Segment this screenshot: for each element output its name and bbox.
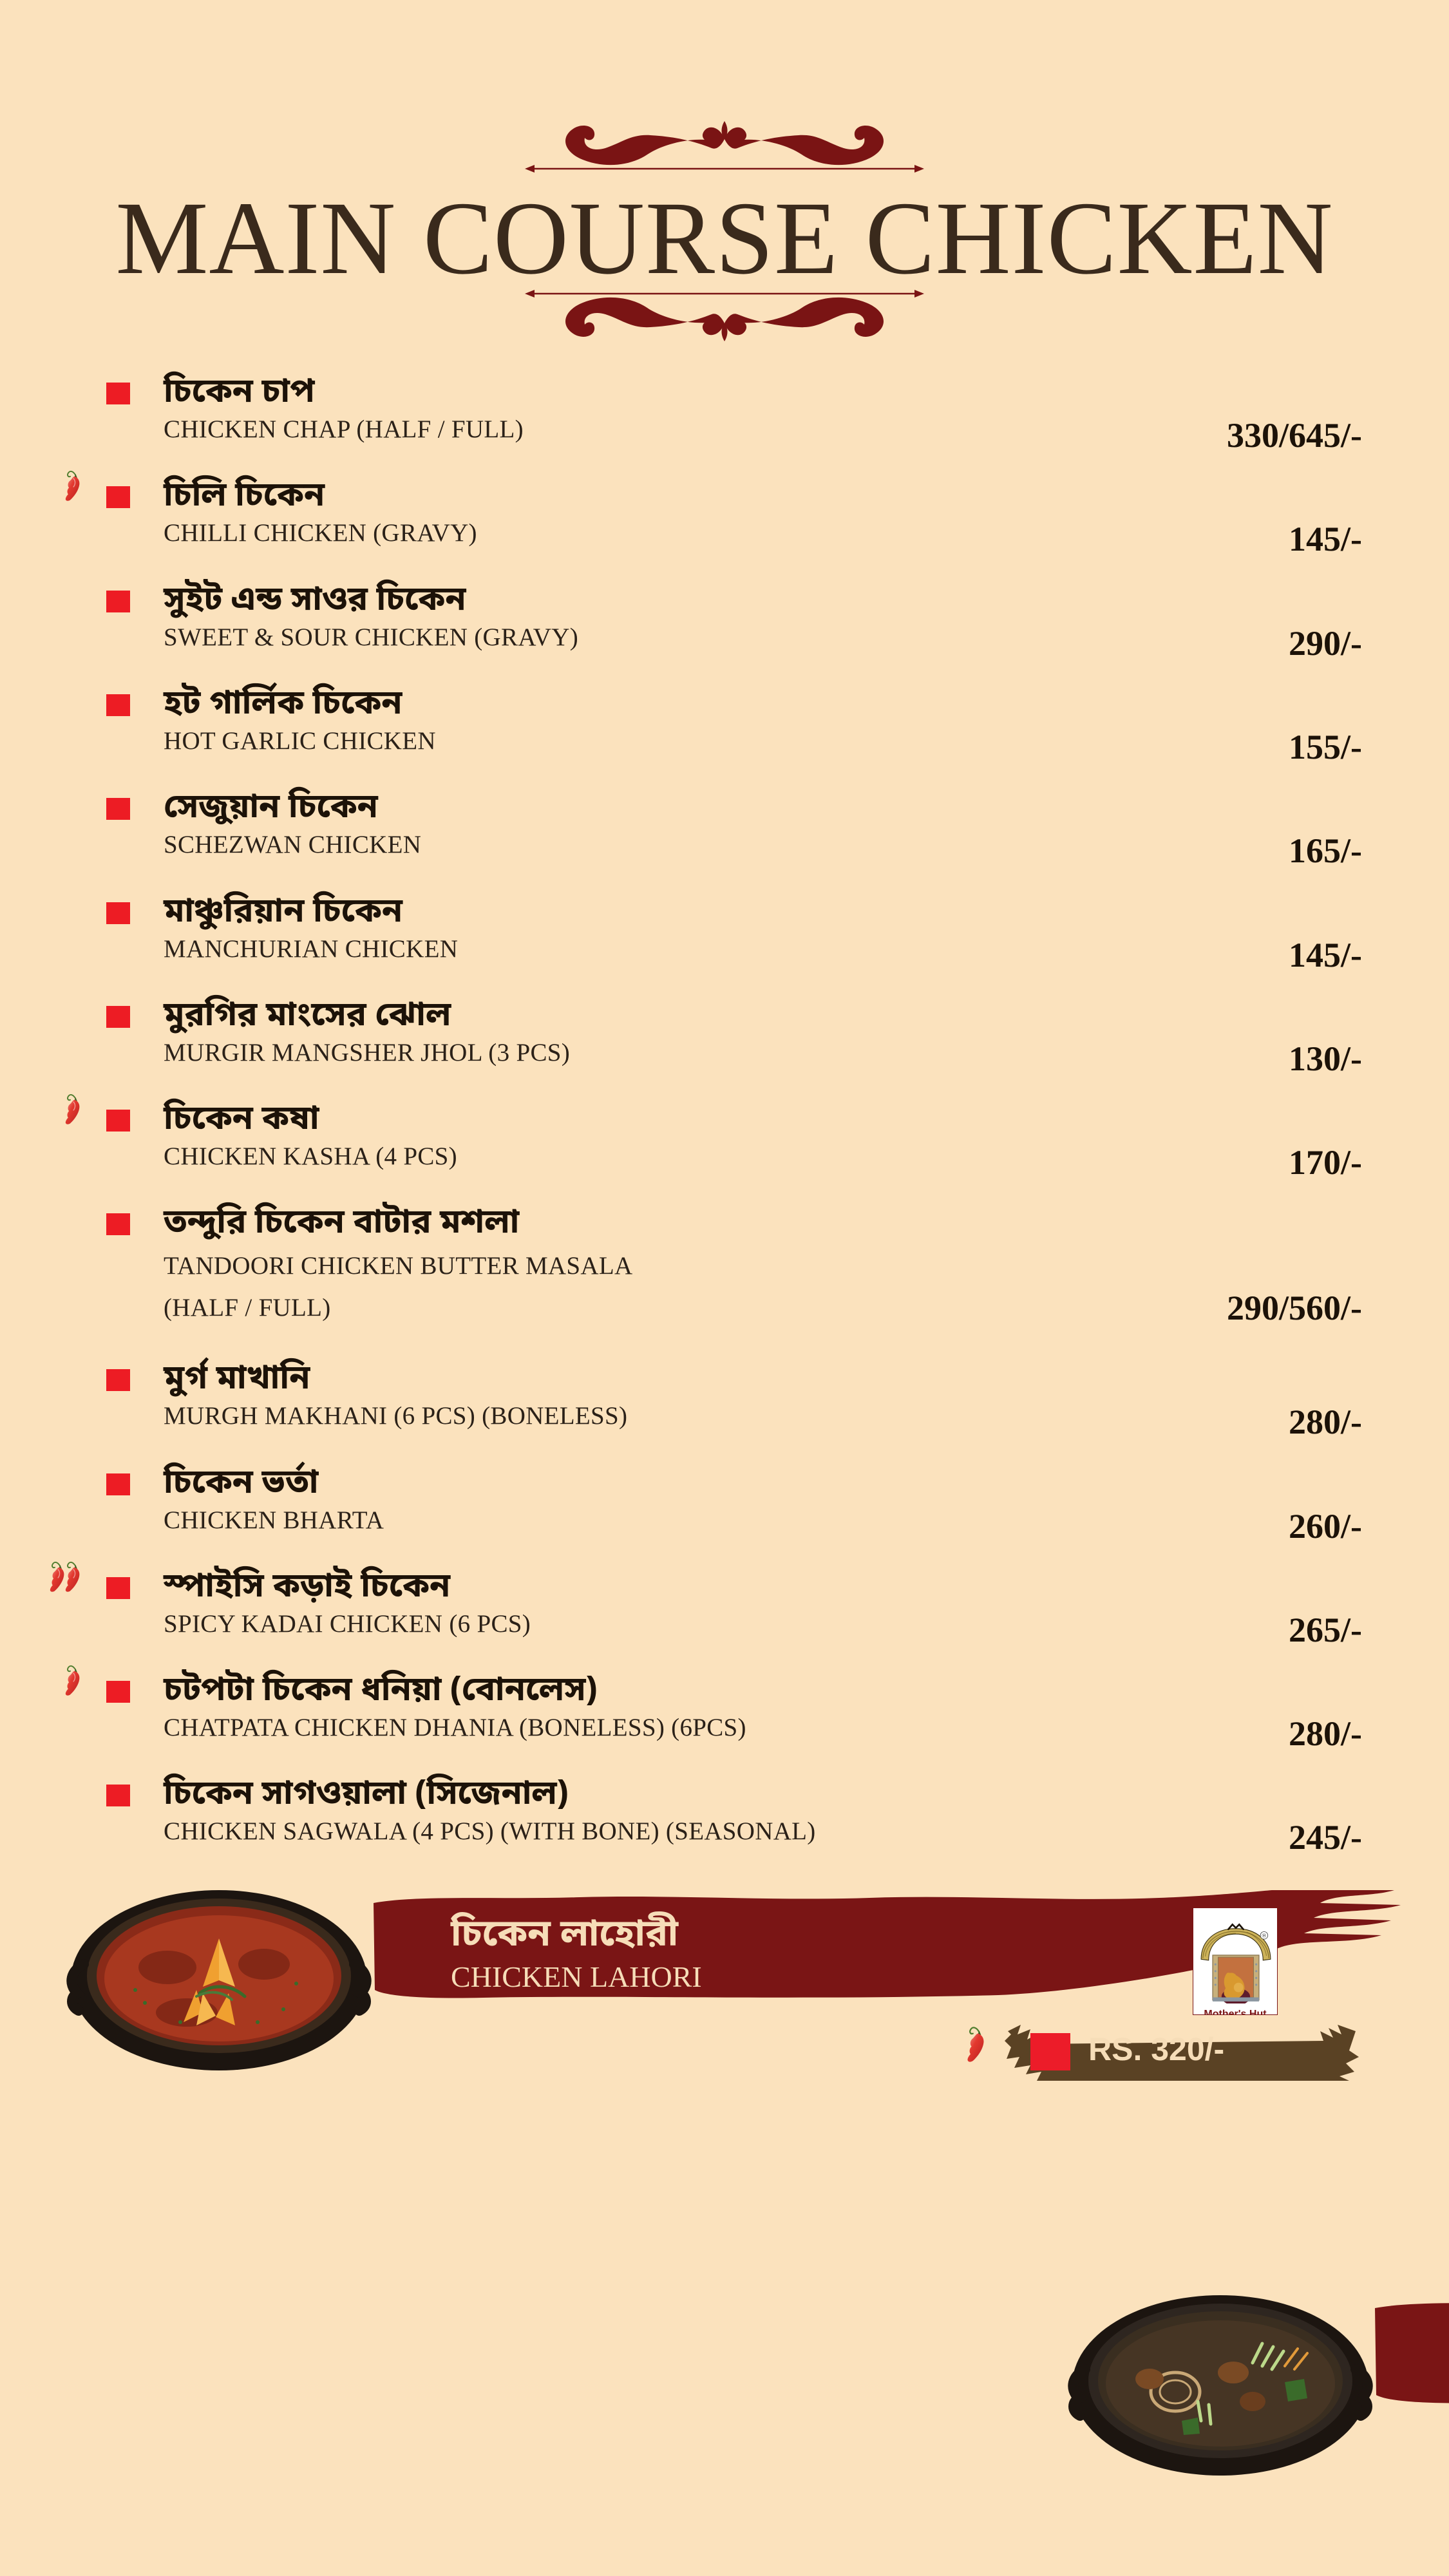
svg-text:Ⓜ: Ⓜ	[1262, 1933, 1266, 1938]
